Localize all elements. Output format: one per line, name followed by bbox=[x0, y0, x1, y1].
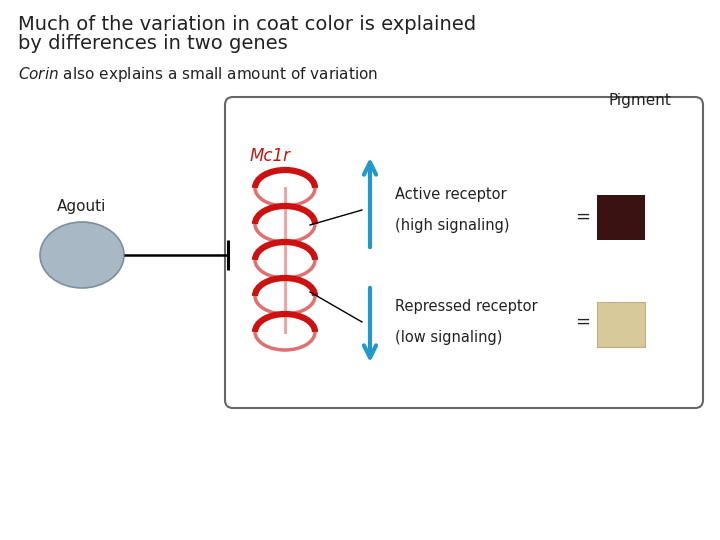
Text: Agouti: Agouti bbox=[58, 199, 107, 214]
FancyBboxPatch shape bbox=[225, 97, 703, 408]
Ellipse shape bbox=[40, 222, 124, 288]
Text: =: = bbox=[575, 208, 590, 226]
FancyBboxPatch shape bbox=[597, 195, 645, 240]
Text: (low signaling): (low signaling) bbox=[395, 330, 503, 345]
FancyBboxPatch shape bbox=[597, 302, 645, 347]
Text: Mc1r: Mc1r bbox=[250, 147, 290, 165]
Text: Pigment: Pigment bbox=[608, 93, 672, 108]
Text: =: = bbox=[575, 313, 590, 331]
Text: by differences in two genes: by differences in two genes bbox=[18, 34, 288, 53]
Text: Active receptor: Active receptor bbox=[395, 187, 507, 202]
Text: (high signaling): (high signaling) bbox=[395, 218, 510, 233]
Text: Repressed receptor: Repressed receptor bbox=[395, 299, 538, 314]
Text: $\it{Corin}$ also explains a small amount of variation: $\it{Corin}$ also explains a small amoun… bbox=[18, 65, 378, 84]
Text: Much of the variation in coat color is explained: Much of the variation in coat color is e… bbox=[18, 15, 476, 34]
